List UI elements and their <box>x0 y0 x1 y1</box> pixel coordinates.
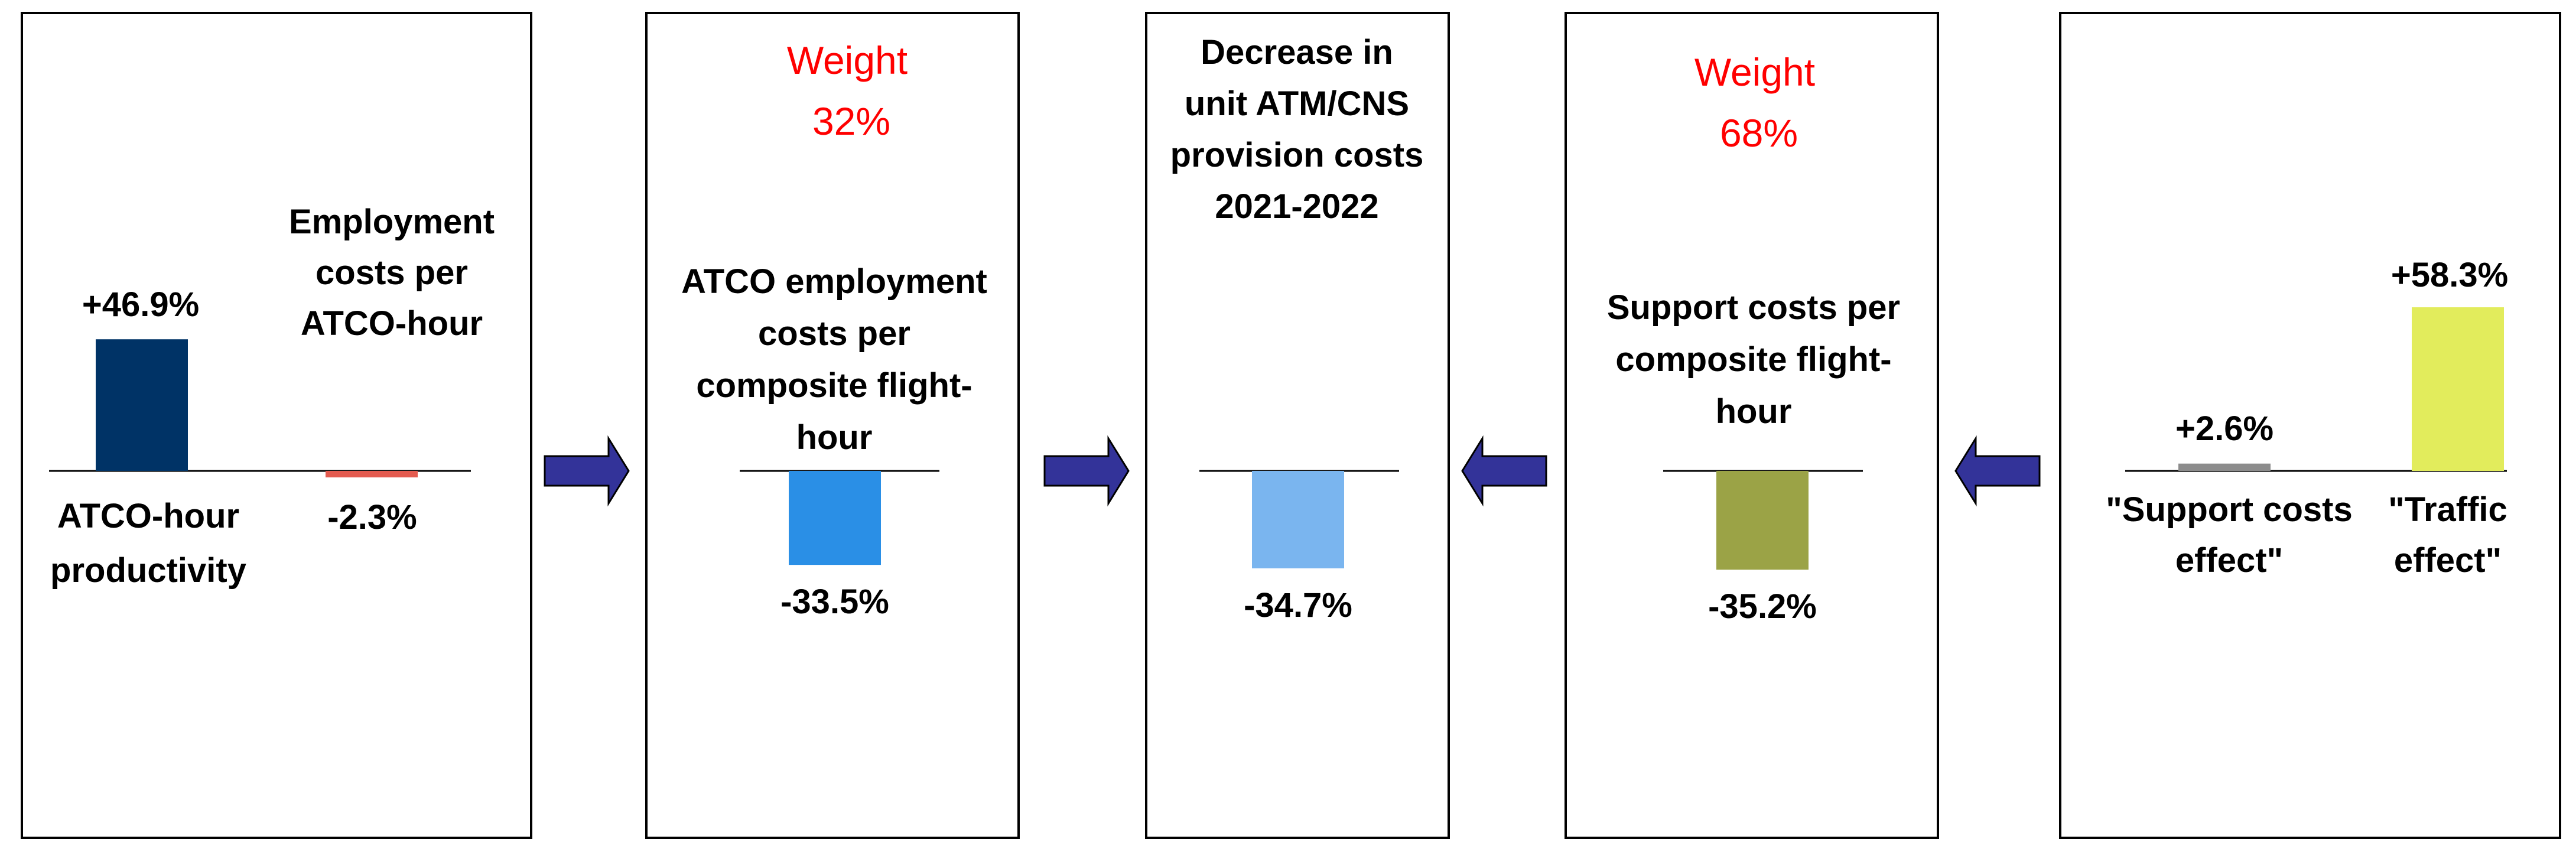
category-label-employment-costs: Employment <box>289 203 495 241</box>
category-label-support-costs-effect: "Support costs <box>2106 490 2352 529</box>
right-arrow-icon <box>1043 435 1130 507</box>
weight-value: 68% <box>1720 111 1798 155</box>
panel-support-costs <box>1565 12 1939 839</box>
panel-effects <box>2059 12 2561 839</box>
bar-unit-cost-decrease <box>1252 471 1344 568</box>
panel-unit-costs <box>1145 12 1450 839</box>
value-label-employment-costs: -2.3% <box>327 498 417 536</box>
value-label-support-costs: -35.2% <box>1708 587 1817 626</box>
category-label-traffic-effect: effect" <box>2394 541 2502 580</box>
category-label-productivity: productivity <box>50 551 246 590</box>
panel-title: 2021-2022 <box>1215 187 1378 226</box>
weight-label: Weight <box>787 38 908 82</box>
panel-title: unit ATM/CNS <box>1185 84 1409 123</box>
right-arrow-icon <box>544 435 630 507</box>
value-label-traffic-effect: +58.3% <box>2391 256 2508 294</box>
value-label-unit-cost-decrease: -34.7% <box>1244 586 1352 625</box>
bar-employment-costs-per-atco-hour <box>326 471 418 477</box>
category-label-employment-costs: costs per <box>316 253 468 292</box>
panel-productivity <box>21 12 532 839</box>
left-arrow-icon <box>1954 435 2041 507</box>
bar-traffic-effect <box>2412 307 2504 471</box>
category-label-traffic-effect: "Traffic <box>2388 490 2507 529</box>
panel-atco-costs <box>645 12 1020 839</box>
panel-title: Support costs per <box>1607 288 1900 327</box>
value-label-atco-employment-costs: -33.5% <box>780 583 889 621</box>
category-label-support-costs-effect: effect" <box>2175 541 2283 580</box>
panel-title: composite flight- <box>696 366 972 405</box>
value-label-productivity: +46.9% <box>82 285 199 324</box>
left-arrow-icon <box>1461 435 1547 507</box>
weight-value: 32% <box>812 99 890 143</box>
bar-support-costs-effect <box>2178 463 2271 471</box>
category-label-productivity: ATCO-hour <box>57 497 239 535</box>
panel-title: Decrease in <box>1201 33 1393 71</box>
panel-title: ATCO employment <box>681 262 987 301</box>
bar-support-costs <box>1716 471 1809 570</box>
panel-title: hour <box>796 418 873 457</box>
category-label-employment-costs: ATCO-hour <box>301 304 483 343</box>
bar-atco-hour-productivity <box>96 339 188 471</box>
value-label-support-costs-effect: +2.6% <box>2175 409 2273 448</box>
panel-title: provision costs <box>1170 136 1424 174</box>
panel-title: composite flight- <box>1615 340 1891 379</box>
weight-label: Weight <box>1694 50 1815 94</box>
panel-title: costs per <box>758 314 910 353</box>
panel-title: hour <box>1716 392 1792 431</box>
bar-atco-employment-costs <box>789 471 881 565</box>
